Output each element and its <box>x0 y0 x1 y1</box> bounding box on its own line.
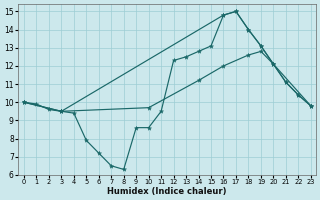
X-axis label: Humidex (Indice chaleur): Humidex (Indice chaleur) <box>107 187 227 196</box>
